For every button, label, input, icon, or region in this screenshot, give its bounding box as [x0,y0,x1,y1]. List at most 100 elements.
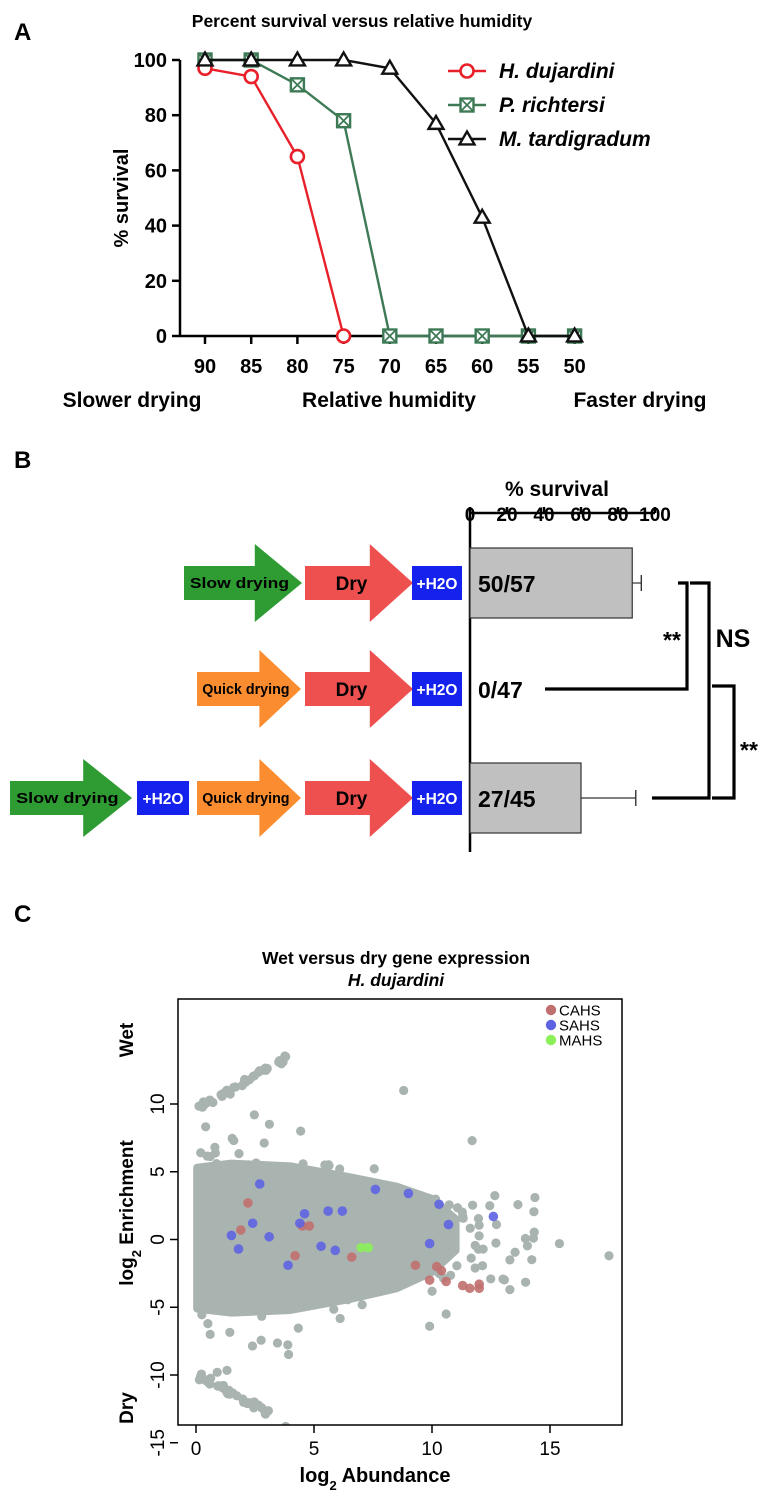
chart-c-background-point [425,1321,435,1331]
chart-b-significance-label: ** [740,737,758,763]
chart-a-y-tick-label: 20 [145,271,167,293]
chart-c-point-mahs [363,1242,374,1253]
step-label--h2o: +H2O [417,791,458,808]
chart-c-background-point [293,1323,303,1333]
chart-c-legend-label: CAHS [559,1003,601,1020]
chart-c-highlight-points [226,1179,499,1294]
chart-c-background-point [446,1240,456,1250]
chart-a-x-tick-label: 80 [286,356,308,378]
chart-a-point [565,326,585,343]
chart-a-point [380,58,400,75]
chart-a-legend: H. dujardini P. richtersi M. tardigradum [448,60,651,151]
step-arrow-dry [305,544,413,622]
chart-c-background-point [217,1091,227,1101]
chart-b-significance-label: NS [716,625,751,653]
chart-a-x-tick-label: 65 [425,356,447,378]
chart-c-background-point [369,1164,379,1174]
chart-c-background-point [249,1110,259,1120]
chart-c-background-point [477,1261,488,1271]
chart-a-point [382,328,398,344]
chart-c-subtitle: H. dujardini [348,970,445,990]
chart-c-background-point [268,1295,278,1305]
step-label-slow-drying: Slow drying [16,791,118,807]
chart-c-background-point [470,1240,480,1251]
chart-a-y-tick-label: 40 [145,216,167,238]
chart-c-background-point [486,1274,496,1284]
chart-c-y-top-note: Wet [117,1022,138,1057]
chart-c-legend-label: MAHS [559,1033,602,1050]
step-box--h2o [137,781,189,815]
chart-c-point-sahs [403,1188,414,1199]
chart-c-point-cahs [243,1198,253,1208]
chart-c-point-sahs [226,1230,237,1241]
chart-c-background-point [442,1229,452,1239]
panel-b-letter: B [14,447,31,474]
step-label--h2o: +H2O [417,682,458,699]
chart-c-background-point [237,1081,247,1091]
chart-c-background-point [210,1142,220,1152]
chart-c-background-point [329,1304,339,1314]
panel-c-letter: C [14,901,31,928]
chart-c-x-tick-label: 5 [309,1439,320,1460]
chart-c-background-point [262,1063,272,1074]
chart-a-ylabel: % survival [111,149,133,248]
step-arrow-slow-drying [10,759,132,837]
chart-c-legend-entry: SAHS [545,1018,600,1035]
chart-b-x-tick-label: 40 [533,505,554,526]
chart-a-point [287,50,307,67]
chart-b-bar-group: 0/47 [478,677,523,703]
step-label--h2o: +H2O [417,576,458,593]
chart-c-background-point [281,1421,291,1425]
chart-c-background-point [253,1067,264,1077]
chart-a-y-tick-labels: 0 20 40 60 80 100 [134,50,167,348]
chart-c-background-point [281,1051,291,1062]
chart-c-background-point [505,1285,515,1295]
chart-c-ylabel: log2 Enrichment [117,1140,144,1286]
chart-c-point-sahs [370,1184,381,1195]
chart-a-series-m-tardigradum [195,50,585,343]
chart-a-legend-label: M. tardigradum [499,128,651,151]
chart-c-background-point [490,1191,500,1201]
step-label-quick-drying: Quick drying [202,791,289,807]
chart-b-x-tick-label: 80 [607,505,628,526]
chart-c-background-point [231,1293,241,1303]
chart-a-legend-entry: M. tardigradum [448,128,651,151]
chart-c-background-point [247,1341,258,1351]
chart-a-legend-marker [459,63,475,79]
chart-b-fraction-label: 50/57 [478,571,536,597]
chart-a-x-left-note: Slower drying [63,389,202,412]
chart-a-y-tick-label: 100 [134,50,167,72]
chart-c-background-point [197,1310,207,1320]
chart-c-background-point [229,1135,239,1146]
chart-c-background-point [485,1201,495,1211]
chart-c-group-sahs [226,1179,499,1271]
chart-c-y-tick-label: 0 [148,1234,169,1245]
chart-a-point [334,50,354,67]
chart-c-point-sahs [247,1218,258,1229]
chart-c-background-point [201,1122,211,1132]
chart-c-point-cahs [441,1276,451,1287]
chart-c-background-point [527,1255,537,1265]
chart-c-background-point [520,1277,531,1287]
chart-b-fraction-label: 27/45 [478,786,536,812]
chart-c-background-point [474,1231,484,1241]
chart-c-background-point [470,1263,480,1273]
step-label-slow-drying: Slow drying [190,576,289,592]
chart-c-background-point [427,1286,437,1296]
chart-c-background-point [290,1298,301,1308]
chart-a-x-tick-label: 90 [194,356,216,378]
chart-b-bars: 50/57 0/47 27/45 [469,547,643,834]
chart-c-y-tick-label: 10 [148,1093,169,1114]
chart-c-legend-marker [545,1004,557,1016]
chart-c-point-sahs [295,1218,305,1229]
chart-a-x-right-note: Faster drying [573,389,706,412]
chart-c-x-tick-label: 10 [421,1439,442,1460]
chart-b-significance-label: ** [663,627,681,653]
chart-a-x-tick-label: 85 [240,356,262,378]
chart-c-background-density [193,1159,460,1317]
chart-c-legend-entry: MAHS [545,1033,602,1050]
chart-c-background-point [478,1244,488,1254]
chart-b-fraction-label: 0/47 [478,677,523,703]
step-arrow-dry [305,650,413,728]
chart-a-xlabel: Relative humidity [302,389,476,412]
